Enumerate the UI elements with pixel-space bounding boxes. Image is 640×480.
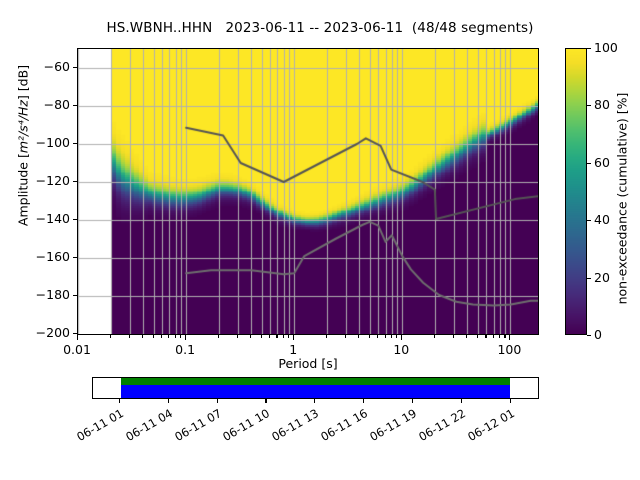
timeline-tick-label: 06-11 01 <box>73 406 126 444</box>
x-tick-mark-minor <box>368 335 370 338</box>
y-tick-mark <box>73 181 77 183</box>
y-tick-mark <box>73 257 77 259</box>
y-tick-label: −100 <box>35 135 70 150</box>
colorbar-tick-label: 40 <box>594 212 610 228</box>
psd-segments-bar <box>121 385 510 398</box>
x-tick-mark-minor <box>217 335 219 338</box>
x-tick-mark-minor <box>269 335 271 338</box>
timeline-tick-label: 06-11 04 <box>122 406 175 444</box>
x-tick-mark-minor <box>142 335 144 338</box>
x-tick-mark-minor <box>180 335 182 338</box>
timeline-tick-mark <box>265 399 267 403</box>
colorbar-gradient <box>566 49 586 334</box>
segment-timeline-axes[interactable] <box>92 377 539 399</box>
x-tick-mark-minor <box>476 335 478 338</box>
ppsd-heatmap-canvas <box>78 49 538 334</box>
x-tick-mark-minor <box>485 335 487 338</box>
y-tick-label: −160 <box>35 249 70 264</box>
timeline-tick-mark <box>167 399 169 403</box>
timeline-tick-label: 06-11 10 <box>220 406 273 444</box>
x-tick-mark-major <box>509 335 511 340</box>
timeline-tick-label: 06-11 07 <box>171 406 224 444</box>
timeline-tick-mark <box>216 399 218 403</box>
x-tick-mark-minor <box>168 335 170 338</box>
x-tick-mark-major <box>77 335 79 340</box>
colorbar-tick-mark <box>587 48 591 50</box>
timeline-tick-mark <box>510 399 512 403</box>
x-tick-mark-minor <box>260 335 262 338</box>
timeline-tick-mark <box>314 399 316 403</box>
timeline-tick-mark <box>412 399 414 403</box>
y-tick-mark <box>73 67 77 69</box>
y-tick-mark <box>73 143 77 145</box>
x-tick-mark-minor <box>433 335 435 338</box>
x-tick-mark-minor <box>282 335 284 338</box>
page-title: HS.WBNH..HHN 2023-06-11 -- 2023-06-11 (4… <box>106 20 534 36</box>
colorbar-tick-label: 80 <box>594 97 610 113</box>
colorbar-tick-mark <box>587 162 591 164</box>
x-tick-mark-minor <box>236 335 238 338</box>
y-tick-label: −140 <box>35 211 70 226</box>
colorbar-tick-mark <box>587 335 591 337</box>
y-tick-label: −120 <box>35 173 70 188</box>
timeline-tick-label: 06-11 19 <box>367 406 420 444</box>
y-tick-mark <box>73 105 77 107</box>
y-tick-label: −180 <box>35 287 70 302</box>
colorbar-tick-label: 0 <box>594 327 602 342</box>
colorbar-tick-mark <box>587 105 591 107</box>
colorbar[interactable] <box>565 48 587 335</box>
x-tick-mark-minor <box>250 335 252 338</box>
x-tick-mark-minor <box>128 335 130 338</box>
x-tick-mark-minor <box>384 335 386 338</box>
y-tick-mark <box>73 219 77 221</box>
x-tick-mark-minor <box>377 335 379 338</box>
x-tick-mark-minor <box>504 335 506 338</box>
x-tick-mark-minor <box>344 335 346 338</box>
x-tick-mark-minor <box>325 335 327 338</box>
x-tick-label: 0.01 <box>63 342 91 357</box>
x-tick-mark-minor <box>288 335 290 338</box>
x-tick-mark-minor <box>390 335 392 338</box>
x-tick-mark-minor <box>452 335 454 338</box>
timeline-tick-label: 06-11 13 <box>269 406 322 444</box>
x-tick-label: 100 <box>497 342 522 357</box>
x-tick-mark-major <box>185 335 187 340</box>
y-tick-mark <box>73 295 77 297</box>
timeline-tick-mark <box>461 399 463 403</box>
colorbar-tick-label: 20 <box>594 269 610 285</box>
colorbar-tick-mark <box>587 277 591 279</box>
timeline-tick-mark <box>363 399 365 403</box>
y-tick-label: −200 <box>35 325 70 340</box>
x-tick-label: 10 <box>393 342 410 357</box>
timeline-tick-mark <box>118 399 120 403</box>
y-tick-label: −60 <box>43 59 70 74</box>
x-tick-mark-minor <box>498 335 501 338</box>
x-tick-mark-major <box>401 335 403 340</box>
x-tick-mark-major <box>293 335 295 340</box>
y-tick-mark <box>73 333 77 335</box>
x-tick-mark-minor <box>358 335 360 338</box>
x-tick-mark-minor <box>109 335 111 338</box>
colorbar-label: non-exceedance (cumulative) [%] <box>614 92 630 305</box>
x-tick-mark-minor <box>492 335 494 338</box>
timeline-tick-label: 06-12 01 <box>465 406 518 444</box>
x-axis-label: Period [s] <box>278 356 338 371</box>
timeline-tick-label: 06-11 16 <box>318 406 371 444</box>
x-tick-mark-minor <box>466 335 468 338</box>
x-tick-mark-minor <box>152 335 154 338</box>
y-tick-label: −80 <box>43 97 70 112</box>
ppsd-plot-axes[interactable] <box>77 48 539 335</box>
colorbar-tick-mark <box>587 220 591 222</box>
x-tick-mark-minor <box>161 335 163 338</box>
x-tick-mark-minor <box>396 335 398 338</box>
colorbar-tick-label: 100 <box>594 40 618 55</box>
x-tick-label: 0.1 <box>175 342 196 357</box>
x-tick-mark-minor <box>174 335 176 338</box>
colorbar-tick-label: 60 <box>594 154 610 170</box>
data-coverage-bar <box>121 378 510 386</box>
timeline-tick-label: 06-11 22 <box>416 406 469 444</box>
x-tick-mark-minor <box>276 335 278 338</box>
x-tick-label: 1 <box>289 342 298 357</box>
